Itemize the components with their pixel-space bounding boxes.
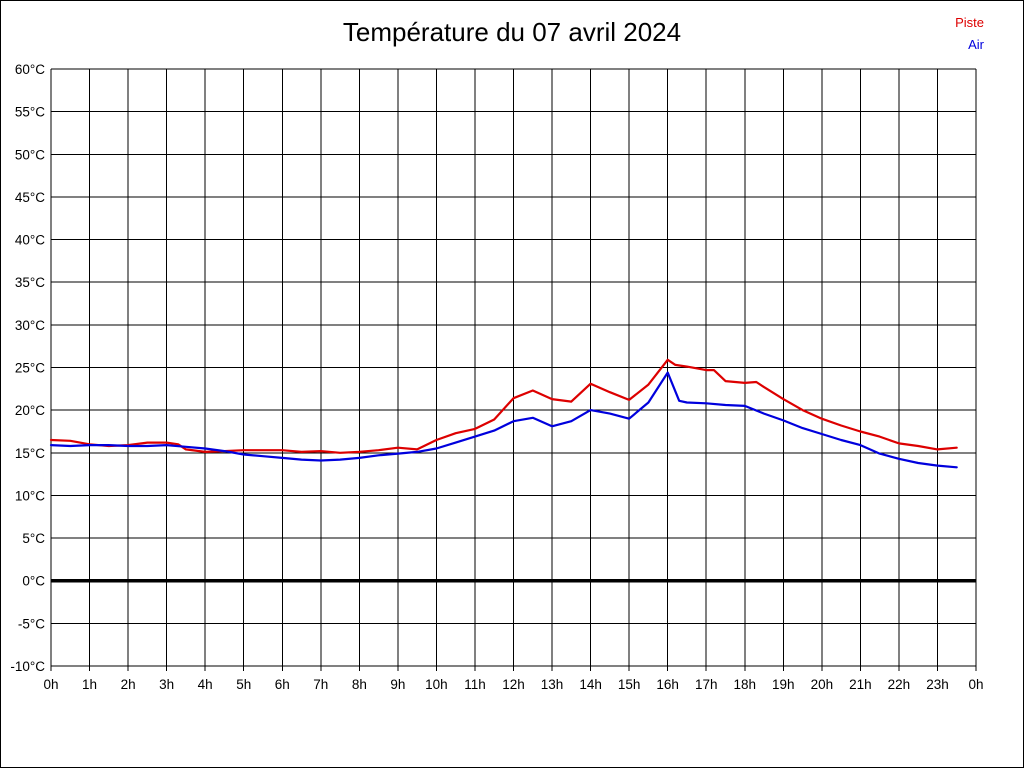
- legend-label-air: Air: [968, 37, 984, 52]
- x-tick-label: 0h: [43, 677, 58, 692]
- y-tick-label: 45°C: [15, 190, 45, 205]
- legend-label-piste: Piste: [955, 15, 984, 30]
- legend-item-air: Air: [955, 34, 984, 56]
- x-tick-label: 6h: [275, 677, 290, 692]
- x-tick-label: 21h: [849, 677, 872, 692]
- x-tick-label: 5h: [236, 677, 251, 692]
- y-tick-label: 60°C: [15, 62, 45, 77]
- y-tick-label: 30°C: [15, 318, 45, 333]
- y-tick-label: 20°C: [15, 403, 45, 418]
- chart-title: Température du 07 avril 2024: [342, 17, 682, 47]
- x-tick-label: 15h: [618, 677, 641, 692]
- air-temperature-line: [49, 371, 958, 469]
- y-tick-label: 0°C: [22, 574, 45, 589]
- legend: Piste Air: [955, 12, 984, 56]
- y-tick-label: 10°C: [15, 488, 45, 503]
- x-tick-label: 0h: [968, 677, 983, 692]
- x-tick-label: 9h: [390, 677, 405, 692]
- y-tick-label: 50°C: [15, 147, 45, 162]
- x-tick-label: 3h: [159, 677, 174, 692]
- y-tick-label: -5°C: [18, 616, 45, 631]
- y-tick-label: 5°C: [22, 531, 45, 546]
- y-tick-label: -10°C: [10, 659, 45, 674]
- x-tick-label: 4h: [198, 677, 213, 692]
- x-tick-label: 23h: [926, 677, 949, 692]
- x-tick-label: 19h: [772, 677, 795, 692]
- x-tick-label: 17h: [695, 677, 718, 692]
- x-tick-label: 14h: [579, 677, 602, 692]
- x-tick-label: 16h: [656, 677, 679, 692]
- x-tick-label: 22h: [888, 677, 911, 692]
- x-tick-label: 2h: [121, 677, 136, 692]
- y-tick-label: 15°C: [15, 446, 45, 461]
- x-tick-label: 8h: [352, 677, 367, 692]
- y-tick-label: 25°C: [15, 361, 45, 376]
- x-tick-label: 11h: [464, 677, 486, 692]
- x-tick-label: 10h: [425, 677, 448, 692]
- y-tick-label: 35°C: [15, 275, 45, 290]
- x-tick-label: 7h: [313, 677, 328, 692]
- y-tick-label: 40°C: [15, 233, 45, 248]
- legend-item-piste: Piste: [955, 12, 984, 34]
- x-tick-label: 13h: [541, 677, 564, 692]
- x-tick-label: 20h: [811, 677, 834, 692]
- x-tick-label: 18h: [733, 677, 756, 692]
- piste-temperature-line: [49, 358, 958, 454]
- x-tick-label: 1h: [82, 677, 97, 692]
- y-tick-label: 55°C: [15, 105, 45, 120]
- x-tick-label: 12h: [502, 677, 525, 692]
